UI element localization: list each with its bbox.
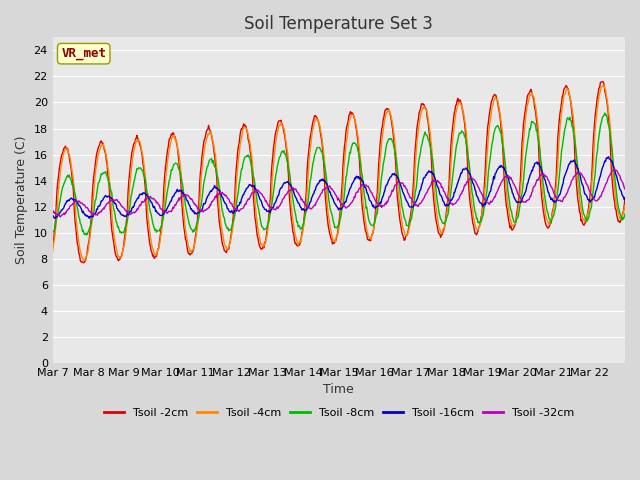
Title: Soil Temperature Set 3: Soil Temperature Set 3: [244, 15, 433, 33]
Legend: Tsoil -2cm, Tsoil -4cm, Tsoil -8cm, Tsoil -16cm, Tsoil -32cm: Tsoil -2cm, Tsoil -4cm, Tsoil -8cm, Tsoi…: [99, 404, 579, 422]
Text: VR_met: VR_met: [61, 47, 106, 60]
Y-axis label: Soil Temperature (C): Soil Temperature (C): [15, 136, 28, 264]
X-axis label: Time: Time: [323, 384, 354, 396]
